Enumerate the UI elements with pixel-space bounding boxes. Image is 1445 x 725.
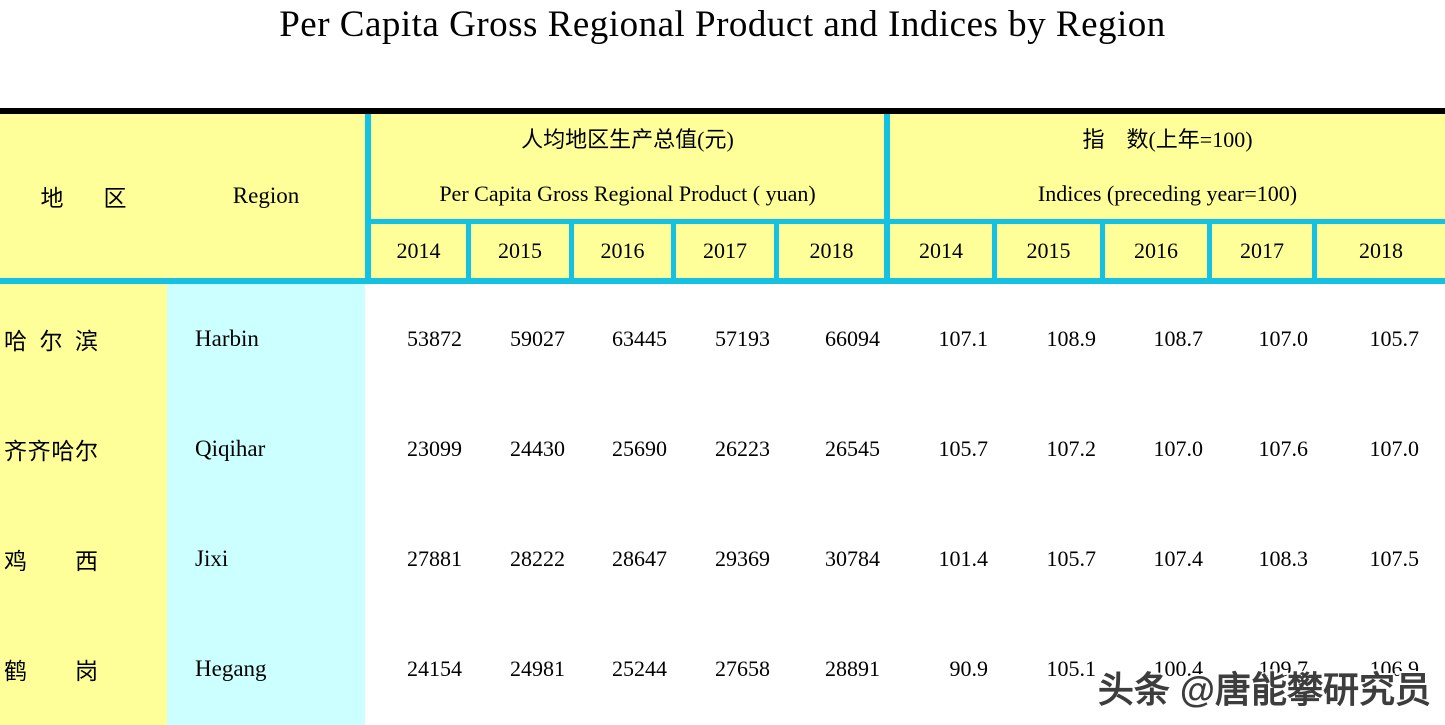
index-value-cell: 105.1 — [1046, 656, 1097, 681]
year-header-cell: 2017 — [1212, 224, 1312, 278]
index-value-cell: 108.3 — [1258, 546, 1309, 571]
grp-value-cell: 27881 — [407, 546, 462, 571]
index-value-cell: 105.7 — [1369, 326, 1420, 351]
index-value-cell: 107.0 — [1369, 436, 1420, 461]
table-row: 24154 24981 25244 27658 28891 90.9 105.1… — [365, 614, 1445, 724]
index-value-cell: 107.5 — [1369, 546, 1420, 571]
year-header-cell: 2015 — [997, 224, 1100, 278]
column-region-en: Harbin Qiqihar Jixi Hegang — [167, 284, 365, 725]
index-value-cell: 108.9 — [1046, 326, 1097, 351]
header-group-grp: 人均地区生产总值(元) Per Capita Gross Regional Pr… — [371, 114, 884, 278]
table-row: 27881 28222 28647 29369 30784 101.4 105.… — [365, 504, 1445, 614]
header-divider — [365, 114, 371, 278]
group-indices-label-en: Indices (preceding year=100) — [1037, 181, 1298, 206]
grp-value-cell: 66094 — [825, 326, 880, 351]
year-header-cell: 2015 — [471, 224, 569, 278]
index-value-cell: 107.0 — [1153, 436, 1204, 461]
index-value-cell: 105.7 — [1046, 546, 1097, 571]
index-value-cell: 90.9 — [949, 656, 989, 681]
index-value-cell: 107.2 — [1046, 436, 1097, 461]
region-name-en: Harbin — [195, 326, 259, 351]
year-header-cell: 2018 — [779, 224, 884, 278]
table-body: 哈尔滨 齐齐哈尔 鸡西 鹤岗 Harbin Qiqihar Jixi Hegan… — [0, 284, 1445, 725]
group-grp-label-en: Per Capita Gross Regional Product ( yuan… — [439, 181, 816, 206]
region-name-en: Hegang — [195, 656, 267, 681]
grp-value-cell: 24154 — [407, 656, 462, 681]
grp-value-cell: 63445 — [612, 326, 667, 351]
index-value-cell: 100.4 — [1153, 656, 1204, 681]
index-value-cell: 107.4 — [1153, 546, 1204, 571]
region-name-en: Jixi — [195, 546, 229, 571]
year-header-cell: 2014 — [890, 224, 992, 278]
grp-value-cell: 59027 — [510, 326, 565, 351]
grp-value-cell: 24981 — [510, 656, 565, 681]
index-value-cell: 107.0 — [1258, 326, 1309, 351]
year-header-cell: 2017 — [676, 224, 774, 278]
grp-value-cell: 26223 — [715, 436, 770, 461]
grp-value-cell: 28891 — [825, 656, 880, 681]
table-row: 23099 24430 25690 26223 26545 105.7 107.… — [365, 394, 1445, 504]
header-subrule — [371, 219, 884, 224]
index-value-cell: 107.6 — [1258, 436, 1309, 461]
header-group-indices: 指 数(上年=100) Indices (preceding year=100)… — [890, 114, 1445, 278]
grp-value-cell: 29369 — [715, 546, 770, 571]
column-region-zh: 哈尔滨 齐齐哈尔 鸡西 鹤岗 — [0, 284, 167, 725]
group-grp-label-zh: 人均地区生产总值(元) — [521, 127, 734, 152]
group-indices-label-zh: 指 数(上年=100) — [1082, 127, 1253, 152]
grp-value-cell: 30784 — [825, 546, 880, 571]
header-divider — [884, 114, 890, 278]
grp-value-cell: 26545 — [825, 436, 880, 461]
grp-value-cell: 57193 — [715, 326, 770, 351]
header-region-label-en: Region — [232, 183, 300, 208]
column-values: 53872 59027 63445 57193 66094 107.1 108.… — [365, 284, 1445, 725]
year-header-cell: 2018 — [1317, 224, 1445, 278]
grp-value-cell: 23099 — [407, 436, 462, 461]
year-header-cell: 2016 — [1105, 224, 1207, 278]
grp-value-cell: 53872 — [407, 326, 462, 351]
grp-value-cell: 25244 — [612, 656, 667, 681]
grp-value-cell: 25690 — [612, 436, 667, 461]
header-region-label-zh: 地区 — [40, 186, 127, 211]
region-name-zh: 鸡西 — [4, 549, 98, 574]
index-value-cell: 108.7 — [1153, 326, 1204, 351]
grp-value-cell: 24430 — [510, 436, 565, 461]
year-header-cell: 2014 — [371, 224, 466, 278]
region-name-zh: 鹤岗 — [4, 659, 98, 684]
page-title: Per Capita Gross Regional Product and In… — [279, 4, 1166, 45]
year-header-cell: 2016 — [574, 224, 671, 278]
table-top-rule — [0, 108, 1445, 114]
index-value-cell: 101.4 — [938, 546, 989, 571]
table-row: 53872 59027 63445 57193 66094 107.1 108.… — [365, 284, 1445, 394]
index-value-cell: 107.1 — [938, 326, 989, 351]
data-table: 地区 Region 人均地区生产总值(元) Per Capita Gross R… — [0, 108, 1445, 725]
table-header: 地区 Region 人均地区生产总值(元) Per Capita Gross R… — [0, 114, 1445, 278]
grp-value-cell: 28647 — [612, 546, 667, 571]
region-name-zh: 哈尔滨 — [4, 329, 98, 354]
index-value-cell: 106.9 — [1369, 656, 1420, 681]
region-name-en: Qiqihar — [195, 436, 266, 461]
year-row-indices: 2014 2015 2016 2017 2018 — [890, 224, 1445, 278]
toutiao-watermark: 头条 @唐能攀研究员 — [1097, 669, 1431, 710]
year-row-grp: 2014 2015 2016 2017 2018 — [371, 224, 884, 278]
region-name-zh: 齐齐哈尔 — [4, 439, 98, 464]
index-value-cell: 109.7 — [1258, 656, 1309, 681]
header-subrule — [890, 219, 1445, 224]
grp-value-cell: 27658 — [715, 656, 770, 681]
index-value-cell: 105.7 — [938, 436, 989, 461]
header-region-cell: 地区 Region — [0, 114, 365, 278]
header-bottom-rule — [0, 278, 1445, 284]
grp-value-cell: 28222 — [510, 546, 565, 571]
